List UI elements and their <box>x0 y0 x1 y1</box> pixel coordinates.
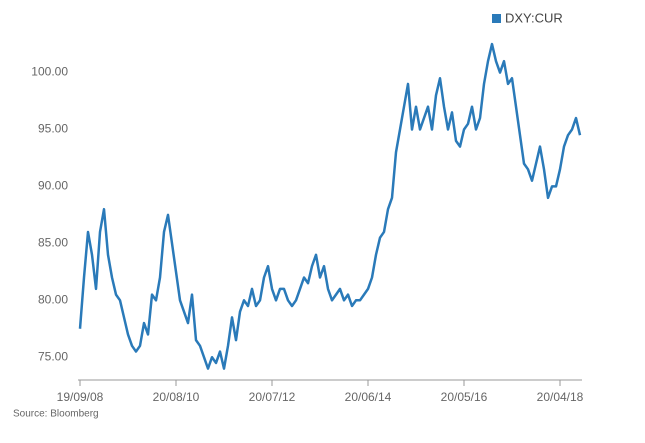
source-note: Source: Bloomberg <box>13 409 99 420</box>
y-tick-label: 95.00 <box>38 122 68 136</box>
line-series <box>78 42 582 370</box>
x-tick-label: 19/09/08 <box>57 390 104 404</box>
y-tick-label: 80.00 <box>38 292 68 306</box>
y-tick-label: 100.00 <box>31 65 68 79</box>
x-tick-label: 20/07/12 <box>249 390 296 404</box>
x-tick-label: 20/04/18 <box>537 390 584 404</box>
x-tick-label: 20/08/10 <box>153 390 200 404</box>
y-tick-label: 75.00 <box>38 349 68 363</box>
x-tick-label: 20/06/14 <box>345 390 392 404</box>
x-tick-label: 20/05/16 <box>441 390 488 404</box>
y-tick-label: 85.00 <box>38 236 68 250</box>
legend-swatch <box>492 14 501 23</box>
y-tick-label: 90.00 <box>38 179 68 193</box>
legend-label: DXY:CUR <box>505 10 563 25</box>
